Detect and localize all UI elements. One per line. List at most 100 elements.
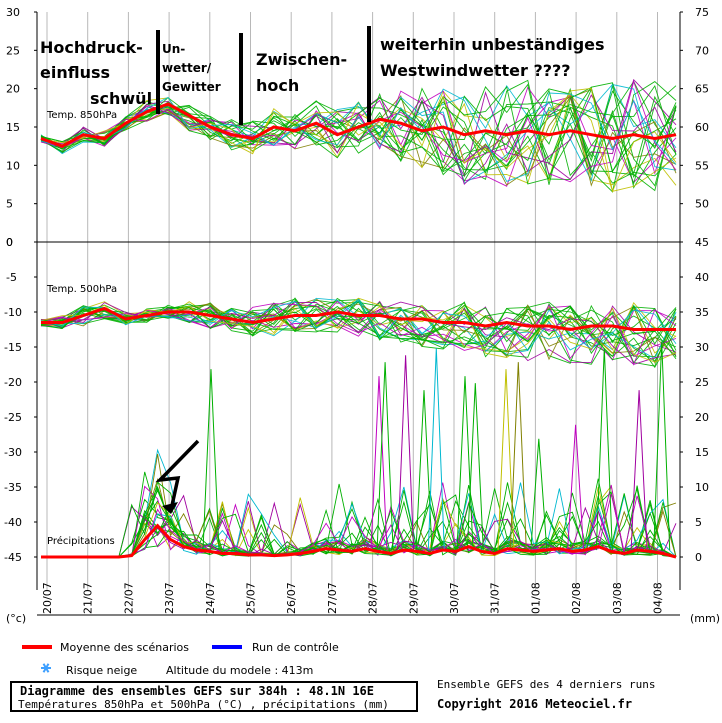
t850-right-tick: 60 bbox=[695, 121, 709, 134]
date-tick-label: 22/07 bbox=[122, 582, 135, 614]
precip-peak bbox=[376, 362, 394, 551]
panel-label-precip: Précipitations bbox=[47, 535, 115, 547]
t850-left-tick: 30 bbox=[6, 6, 20, 19]
t500-member-line bbox=[40, 298, 677, 364]
panel-label-t850: Temp. 850hPa bbox=[46, 110, 117, 121]
precip-peak bbox=[427, 348, 445, 551]
footer-title: Diagramme des ensembles GEFS sur 384h : … bbox=[20, 684, 375, 698]
t500-left-tick: 0 bbox=[6, 236, 13, 249]
t500-left-tick: -45 bbox=[4, 551, 22, 564]
precip-member-line bbox=[41, 494, 677, 558]
t850-member-line bbox=[40, 94, 677, 186]
date-tick-label: 26/07 bbox=[285, 582, 298, 614]
annotation-westwind-2: Westwindwetter ???? bbox=[380, 61, 571, 80]
t850-left-tick: 25 bbox=[6, 44, 20, 57]
t850-member-line bbox=[40, 80, 677, 183]
t850-member-line bbox=[40, 83, 677, 192]
panel-label-t500: Temp. 500hPa bbox=[46, 284, 117, 295]
t500-right-tick: 10 bbox=[695, 481, 709, 494]
t500-right-tick: 45 bbox=[695, 236, 709, 249]
left-unit-label: (°c) bbox=[6, 612, 26, 625]
t850-right-tick: 50 bbox=[695, 198, 709, 211]
date-tick-label: 30/07 bbox=[448, 582, 461, 614]
precip-peak bbox=[415, 390, 433, 551]
t500-member-line bbox=[40, 304, 677, 355]
precip-peak bbox=[370, 376, 388, 551]
precip-peak bbox=[567, 424, 585, 551]
mean-lines bbox=[40, 102, 677, 559]
precip-peak bbox=[202, 369, 220, 551]
divider-bar-3 bbox=[367, 26, 371, 122]
t850-left-tick: 5 bbox=[6, 198, 13, 211]
annotation-westwind-1: weiterhin unbeständiges bbox=[380, 35, 605, 54]
t500-left-tick: -25 bbox=[4, 411, 22, 424]
date-tick-label: 03/08 bbox=[611, 582, 624, 614]
annotation-unwetter-2: wetter/ bbox=[162, 61, 212, 75]
right-unit-label: (mm) bbox=[690, 612, 720, 625]
annotation-zwischen-1: Zwischen- bbox=[256, 50, 347, 69]
date-tick-label: 25/07 bbox=[245, 582, 258, 614]
t850-member-line bbox=[40, 85, 677, 185]
date-tick-label: 04/08 bbox=[652, 582, 665, 614]
t500-right-tick: 5 bbox=[695, 516, 702, 529]
t850-member-line bbox=[40, 87, 677, 193]
copyright: Copyright 2016 Meteociel.fr bbox=[437, 697, 633, 711]
footer-subtitle: Températures 850hPa et 500hPa (°C) , pré… bbox=[18, 698, 389, 711]
t500-right-tick: 0 bbox=[695, 551, 702, 564]
snowflake-icon bbox=[41, 663, 51, 673]
annotation-schwuel: schwül bbox=[90, 89, 152, 108]
precip-peak bbox=[466, 383, 484, 551]
t850-right-tick: 70 bbox=[695, 44, 709, 57]
annotation-hochdruck-2: einfluss bbox=[40, 63, 110, 82]
t850-right-tick: 65 bbox=[695, 83, 709, 96]
t500-left-tick: -35 bbox=[4, 481, 22, 494]
annotation-hochdruck-1: Hochdruck- bbox=[40, 38, 143, 57]
lightning-arrowhead-icon bbox=[162, 502, 178, 514]
t500-member-line bbox=[40, 304, 677, 358]
t850-mean-line bbox=[40, 102, 677, 148]
t500-right-tick: 25 bbox=[695, 376, 709, 389]
t850-member-line bbox=[40, 88, 677, 182]
t850-member-line bbox=[40, 84, 677, 184]
t850-left-tick: 15 bbox=[6, 121, 20, 134]
t500-left-tick: -15 bbox=[4, 341, 22, 354]
t850-left-tick: 20 bbox=[6, 83, 20, 96]
t500-right-tick: 35 bbox=[695, 306, 709, 319]
t500-member-line bbox=[40, 303, 677, 366]
legend-snow-label: Risque neige bbox=[66, 664, 137, 677]
t850-right-tick: 75 bbox=[695, 6, 709, 19]
date-tick-label: 28/07 bbox=[367, 582, 380, 614]
annotation-unwetter-3: Gewitter bbox=[162, 80, 221, 94]
t500-right-tick: 40 bbox=[695, 271, 709, 284]
altitude-label: Altitude du modele : 413m bbox=[166, 664, 313, 677]
tick-labels: 20/07 21/07 22/07 23/07 24/07 25/07 26/07 27/07… bbox=[4, 6, 709, 614]
precip-peak bbox=[530, 438, 548, 551]
t850-member-line bbox=[40, 82, 677, 187]
date-tick-label: 31/07 bbox=[489, 582, 502, 614]
legend-mean-label: Moyenne des scénarios bbox=[60, 641, 189, 654]
precip-peak bbox=[397, 355, 415, 551]
lightning-bolt-icon bbox=[155, 439, 200, 511]
precip-peak bbox=[456, 376, 474, 551]
annotation-zwischen-2: hoch bbox=[256, 76, 299, 95]
precip-mean-line bbox=[41, 523, 677, 559]
t850-right-tick: 55 bbox=[695, 159, 709, 172]
precip-peak bbox=[595, 348, 613, 551]
date-tick-label: 27/07 bbox=[326, 582, 339, 614]
t850-left-tick: 0 bbox=[6, 236, 13, 249]
t500-left-tick: -40 bbox=[4, 516, 22, 529]
precip-peak bbox=[509, 362, 527, 551]
footer-box: Diagramme des ensembles GEFS sur 384h : … bbox=[10, 681, 418, 712]
t500-right-tick: 20 bbox=[695, 411, 709, 424]
date-tick-label: 01/08 bbox=[529, 582, 542, 614]
date-tick-label: 21/07 bbox=[82, 582, 95, 614]
legend-control-label: Run de contrôle bbox=[252, 641, 339, 654]
grid-layer bbox=[46, 12, 658, 590]
divider-bar-2 bbox=[239, 33, 243, 125]
t500-mean-line bbox=[41, 306, 676, 332]
t500-left-tick: -30 bbox=[4, 446, 22, 459]
date-tick-label: 23/07 bbox=[163, 582, 176, 614]
t500-member-line bbox=[40, 297, 677, 363]
t500-left-tick: -20 bbox=[4, 376, 22, 389]
precip-peak bbox=[653, 341, 671, 551]
